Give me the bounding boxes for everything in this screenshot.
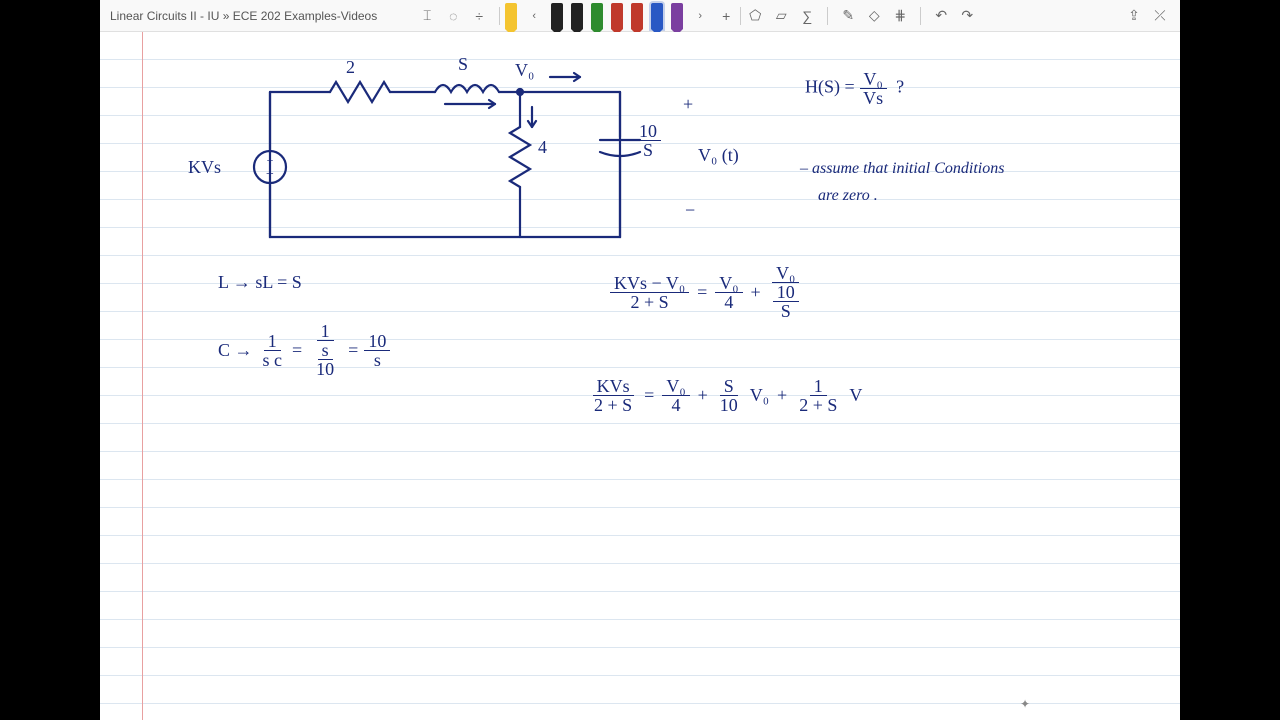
assumption-line-2: are zero . <box>818 187 878 205</box>
add-pen-icon[interactable]: + <box>716 6 736 26</box>
margin-rule <box>142 32 143 720</box>
share-icon[interactable]: ⇪ <box>1124 6 1144 26</box>
transfer-function: H(S) = V₀Vs ? <box>805 70 904 107</box>
polarity-plus: + <box>683 94 693 115</box>
document-title: Linear Circuits II - IU » ECE 202 Exampl… <box>110 9 377 23</box>
pen-purple[interactable] <box>671 3 683 29</box>
resistor-series-label: 2 <box>346 57 355 78</box>
text-cursor-icon[interactable]: ⌶ <box>417 6 437 26</box>
eraser-icon[interactable]: ◇ <box>864 6 884 26</box>
polarity-minus: − <box>685 200 695 221</box>
app-window: Linear Circuits II - IU » ECE 202 Exampl… <box>100 0 1180 720</box>
toolbar-tools-right: ⇪ ⤫ <box>1124 6 1170 26</box>
capacitor-label: 10S <box>635 122 661 159</box>
fullscreen-exit-icon[interactable]: ⤫ <box>1150 6 1170 26</box>
inductor-label: S <box>458 54 468 75</box>
kcl-equation-2: KVs2 + S = V₀4 + S10V₀ + 12 + SV <box>590 377 862 414</box>
pen-yellow[interactable] <box>505 3 517 29</box>
pen-blue-active[interactable] <box>651 3 663 29</box>
lasso-icon[interactable]: ◌ <box>443 6 463 26</box>
output-vo-label: V₀ (t) <box>698 145 739 166</box>
l-transform: L → sL = S <box>218 272 302 293</box>
pen-red-2[interactable] <box>631 3 643 29</box>
resistor-parallel-label: 4 <box>538 137 547 158</box>
undo-icon[interactable]: ↶ <box>931 6 951 26</box>
toolbar-divider <box>499 7 500 25</box>
toolbar-tools-mid: ⬠ ▱ ∑ ✎ ◇ ⋕ ↶ ↷ <box>745 6 977 26</box>
pen-green[interactable] <box>591 3 603 29</box>
kcl-equation-1: KVs − V₀2 + S = V₀4 + V₀ 10S <box>610 264 803 320</box>
toolbar-divider <box>740 7 741 25</box>
cursor-indicator-icon: ✦ <box>1020 697 1030 711</box>
toolbar: Linear Circuits II - IU » ECE 202 Exampl… <box>100 0 1180 32</box>
toolbar-tools-left: ⌶ ◌ ÷ <box>417 6 504 26</box>
assumption-line-1: – assume that initial Conditions <box>800 160 1004 178</box>
drawing-canvas[interactable]: + − KVs 2 S V₀ 4 10S V₀ (t) + − H(S) = V… <box>100 32 1180 720</box>
toolbar-divider <box>920 7 921 25</box>
svg-text:+: + <box>267 153 274 167</box>
pen-next-icon[interactable]: › <box>690 6 710 26</box>
ruler-icon[interactable]: ⋕ <box>890 6 910 26</box>
pen-tray: ‹ › + <box>504 3 736 29</box>
shape-icon[interactable]: ⬠ <box>745 6 765 26</box>
ink-to-shape-icon[interactable]: ▱ <box>771 6 791 26</box>
pen-black-1[interactable] <box>551 3 563 29</box>
c-transform: C → 1s c = 1 s10 = 10s <box>218 322 390 378</box>
svg-text:−: − <box>266 167 274 182</box>
ink-to-math-icon[interactable]: ∑ <box>797 6 817 26</box>
pen-black-2[interactable] <box>571 3 583 29</box>
source-label: KVs <box>188 157 221 178</box>
toolbar-divider <box>827 7 828 25</box>
redo-icon[interactable]: ↷ <box>957 6 977 26</box>
pen-prev-icon[interactable]: ‹ <box>524 6 544 26</box>
ink-replay-icon[interactable]: ✎ <box>838 6 858 26</box>
pen-red-1[interactable] <box>611 3 623 29</box>
insert-space-icon[interactable]: ÷ <box>469 6 489 26</box>
node-vo-label: V₀ <box>515 60 534 81</box>
